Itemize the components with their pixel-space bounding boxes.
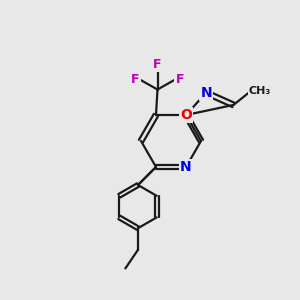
Text: N: N [200, 86, 212, 100]
Text: F: F [153, 58, 162, 71]
Text: F: F [176, 73, 184, 85]
Text: O: O [180, 108, 192, 122]
Text: CH₃: CH₃ [249, 86, 271, 96]
Text: N: N [180, 160, 192, 174]
Text: F: F [131, 73, 140, 85]
